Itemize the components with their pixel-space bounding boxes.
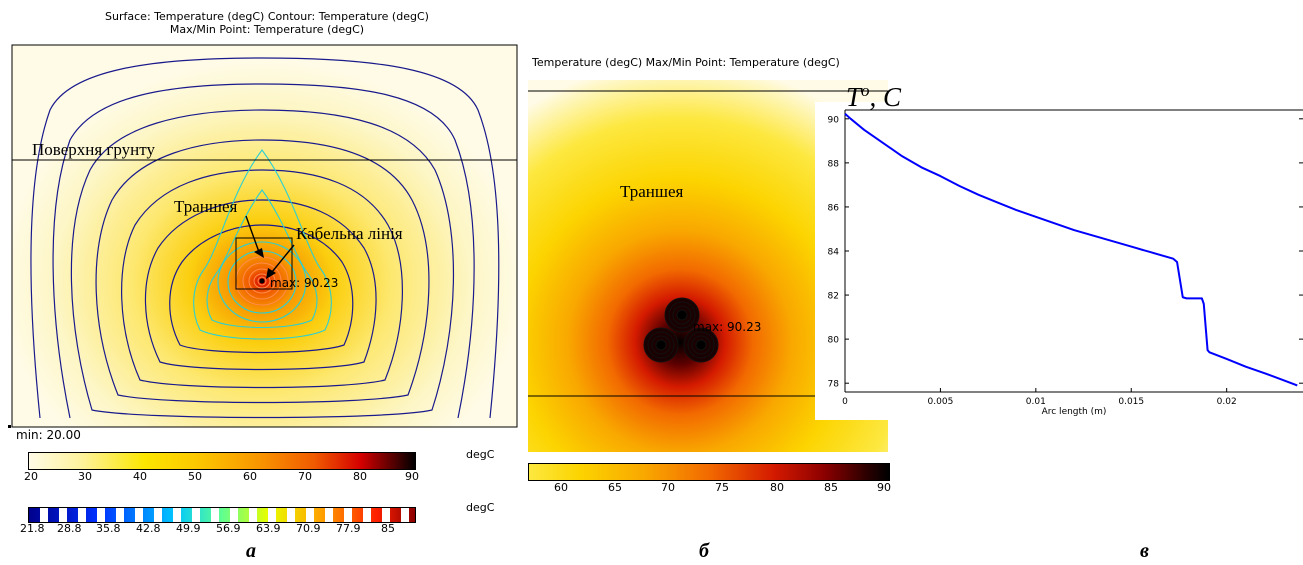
panel-a-min-point — [8, 425, 11, 428]
panel-a-surface-tick: 50 — [188, 470, 202, 483]
x-tick-label: 0.02 — [1217, 397, 1237, 407]
panel-c-y-title-unit: , C — [869, 82, 902, 112]
series-line — [844, 112, 1298, 387]
panel-b-tick: 65 — [608, 481, 622, 494]
panel-a-min-label: min: 20.00 — [16, 428, 81, 442]
x-tick-label: 0.01 — [1026, 397, 1046, 407]
panel-b-tick: 80 — [770, 481, 784, 494]
panel-a-contour-tick: 35.8 — [96, 522, 121, 535]
panel-a-trench-label: Траншея — [174, 197, 238, 216]
panel-a-caption: а — [246, 540, 256, 562]
panel-a-contour-tick: 56.9 — [216, 522, 241, 535]
panel-a-trench-box — [235, 237, 293, 290]
panel-a-ground-surface-label: Поверхня грунту — [32, 140, 155, 159]
panel-a-surface-colorbar — [28, 452, 416, 470]
y-tick-label: 86 — [828, 203, 840, 213]
panel-b-cable-3 — [683, 327, 719, 363]
panel-a-contour-tick: 42.8 — [136, 522, 161, 535]
y-tick-label: 78 — [828, 380, 840, 390]
panel-a-contour-tick: 21.8 — [20, 522, 45, 535]
panel-a-surface-tick: 40 — [133, 470, 147, 483]
panel-c-y-title-sup: o — [861, 81, 870, 100]
panel-a-surface-tick: 90 — [405, 470, 419, 483]
panel-a-trench-arrow-head — [254, 248, 264, 258]
panel-b-colorbar — [528, 463, 890, 481]
panel-a-title-line2: Max/Min Point: Temperature (degC) — [169, 23, 365, 36]
panel-a-contours — [30, 57, 500, 419]
panel-b-title: Temperature (degC) Max/Min Point: Temper… — [532, 56, 840, 69]
panel-a-surface-unit: degC — [466, 448, 495, 461]
panel-c-backdrop — [815, 102, 1303, 420]
panel-a-contour-ticks: 21.8 28.8 35.8 42.8 49.9 56.9 63.9 70.9 … — [0, 522, 540, 536]
panel-a-contour-unit: degC — [466, 501, 495, 514]
panel-a-max-point — [259, 278, 265, 284]
panel-a-inner-contours — [193, 149, 332, 340]
y-tick-label: 84 — [828, 248, 840, 258]
panel-b-max-label: max: 90.23 — [693, 320, 762, 334]
panel-b-tick: 70 — [661, 481, 675, 494]
panel-a-surface-tick: 30 — [78, 470, 92, 483]
x-tick-label: 0.015 — [1118, 397, 1144, 407]
x-tick-label: 0.005 — [928, 397, 954, 407]
panel-a-cable-label: Кабельна лінія — [296, 224, 403, 243]
panel-b-trench-label: Траншея — [620, 182, 684, 201]
panel-a-cable-arrow — [271, 244, 295, 273]
panel-a-surface-tick: 60 — [243, 470, 257, 483]
y-tick-label: 82 — [828, 292, 839, 302]
panel-a-domain — [11, 44, 518, 428]
panel-a-contour-tick: 49.9 — [176, 522, 201, 535]
x-axis-title: Arc length (m) — [1042, 407, 1107, 417]
panel-a-title-line1: Surface: Temperature (degC) Contour: Tem… — [105, 10, 429, 23]
panel-a-title: Surface: Temperature (degC) Contour: Tem… — [0, 10, 534, 36]
panel-a-max-label: max: 90.23 — [270, 276, 339, 290]
panel-a-surface-tick: 20 — [24, 470, 38, 483]
panel-b-tick: 85 — [824, 481, 838, 494]
panel-c-line-chart: 78 80 82 84 86 88 90 0 0.005 0.01 0.015 0.02 Arc len… — [828, 109, 1303, 417]
x-tick-label: 0 — [842, 397, 848, 407]
panel-a-contour-colorbar — [28, 507, 416, 523]
panel-a-contour-tick: 70.9 — [296, 522, 321, 535]
panel-a-contour-tick: 85 — [381, 522, 395, 535]
panel-a-surface-tick: 80 — [353, 470, 367, 483]
panel-a-surface-tick: 70 — [298, 470, 312, 483]
panel-b-cable-1 — [664, 297, 700, 333]
y-tick-label: 88 — [828, 159, 840, 169]
panel-b-caption: б — [699, 540, 709, 562]
panel-b-cable-2 — [643, 327, 679, 363]
panel-a-cable-arrow-head — [266, 268, 276, 279]
panel-b-tick: 60 — [554, 481, 568, 494]
panel-b-ticks: 60 65 70 75 80 85 90 — [528, 481, 898, 495]
panel-b-tick: 75 — [715, 481, 729, 494]
panel-a-contour-tick: 28.8 — [57, 522, 82, 535]
panel-a-contour-tick: 77.9 — [336, 522, 361, 535]
y-tick-label: 80 — [828, 336, 840, 346]
panel-c-y-title: To, C — [846, 76, 901, 112]
panel-a-surface-ticks: 20 30 40 50 60 70 80 90 — [0, 470, 540, 484]
panel-a-trench-arrow — [245, 215, 260, 253]
panel-c-caption: в — [1140, 540, 1149, 562]
panel-c-y-title-symbol: T — [846, 82, 862, 112]
panel-a-contour-tick: 63.9 — [256, 522, 281, 535]
panel-b-tick: 90 — [877, 481, 891, 494]
y-tick-label: 90 — [828, 115, 840, 125]
panel-a-temperature-field — [8, 44, 518, 428]
